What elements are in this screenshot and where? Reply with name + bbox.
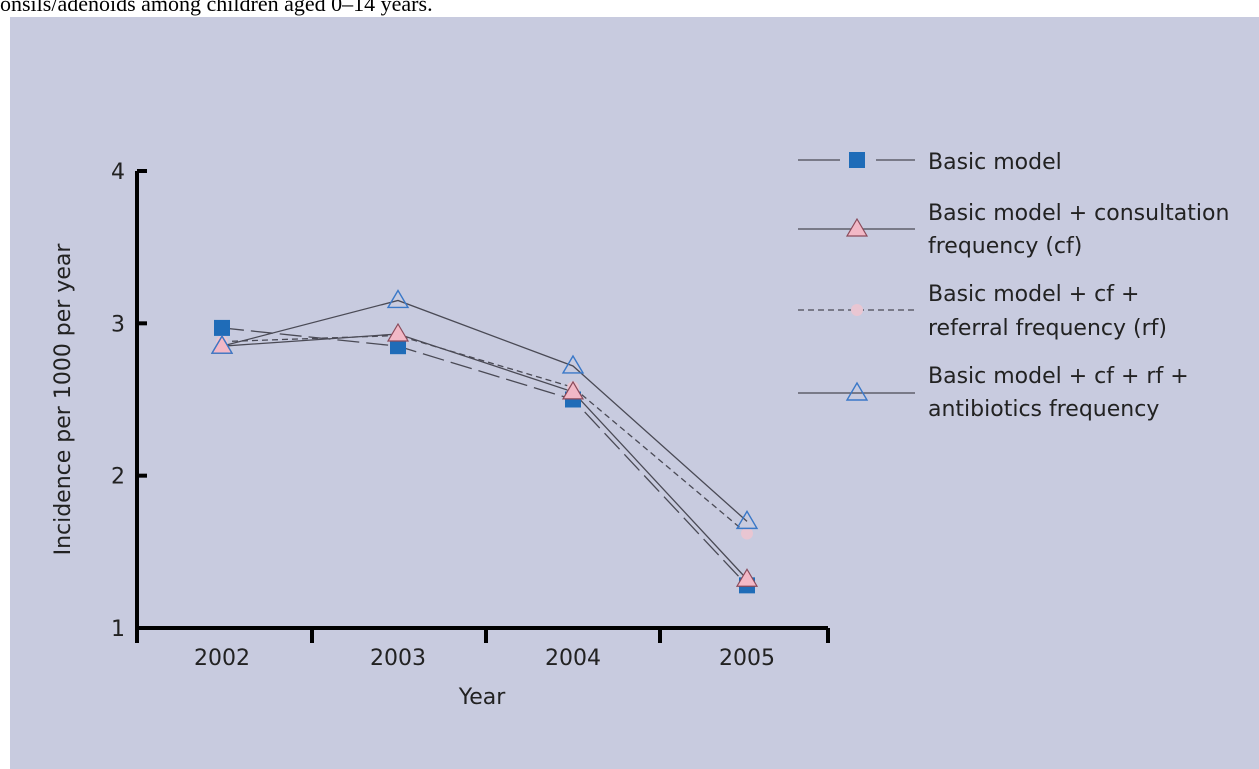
series-line-3 bbox=[221, 334, 748, 535]
legend-label: Basic model bbox=[928, 150, 1062, 175]
series-line-4 bbox=[221, 299, 748, 522]
y-tick-label: 4 bbox=[111, 160, 125, 185]
series-lines bbox=[221, 299, 748, 586]
line-chart: 1 2 3 4 2002 2003 2004 2005 Year Incidence per 10… bbox=[51, 150, 1229, 710]
series-markers bbox=[210, 289, 759, 594]
legend-marker-4 bbox=[845, 381, 869, 401]
y-tick-label: 3 bbox=[111, 312, 125, 337]
legend-label: referral frequency (rf) bbox=[928, 316, 1167, 341]
legend-label: frequency (cf) bbox=[928, 234, 1082, 259]
x-axis-title: Year bbox=[458, 685, 507, 710]
data-point-series-4 bbox=[735, 509, 759, 530]
data-point-series-2 bbox=[386, 322, 410, 342]
figure-caption: onsils/adenoids among children aged 0–14… bbox=[0, 0, 433, 16]
y-tick-label: 2 bbox=[111, 465, 125, 490]
chart-legend: Basic model Basic model + consultation fre… bbox=[798, 150, 1229, 422]
data-point-series-2 bbox=[735, 568, 759, 587]
legend-marker-3 bbox=[851, 304, 863, 316]
series-line-2 bbox=[221, 333, 748, 580]
legend-marker-1 bbox=[849, 152, 865, 168]
legend-label: Basic model + consultation bbox=[928, 201, 1229, 226]
legend-label: Basic model + cf + bbox=[928, 282, 1139, 307]
series-line-1 bbox=[221, 327, 748, 586]
x-tick-label: 2002 bbox=[194, 646, 250, 671]
x-tick-label: 2005 bbox=[719, 646, 775, 671]
data-point-series-4 bbox=[386, 289, 410, 309]
chart-axes: 1 2 3 4 2002 2003 2004 2005 Year Incidence per 10… bbox=[51, 160, 830, 710]
chart-panel: 1 2 3 4 2002 2003 2004 2005 Year Incidence per 10… bbox=[10, 17, 1259, 769]
data-point-series-4 bbox=[210, 334, 234, 354]
data-point-series-1 bbox=[390, 338, 406, 355]
y-tick-label: 1 bbox=[111, 617, 125, 642]
y-axis-title: Incidence per 1000 per year bbox=[51, 243, 76, 556]
data-point-series-4 bbox=[561, 354, 585, 374]
x-tick-label: 2004 bbox=[545, 646, 601, 671]
legend-label: antibiotics frequency bbox=[928, 397, 1159, 422]
data-point-series-3 bbox=[741, 527, 753, 540]
legend-label: Basic model + cf + rf + bbox=[928, 364, 1189, 389]
legend-marker-2 bbox=[845, 217, 869, 237]
data-point-series-2 bbox=[561, 380, 585, 400]
x-tick-label: 2003 bbox=[370, 646, 426, 671]
data-point-series-1 bbox=[214, 319, 230, 336]
